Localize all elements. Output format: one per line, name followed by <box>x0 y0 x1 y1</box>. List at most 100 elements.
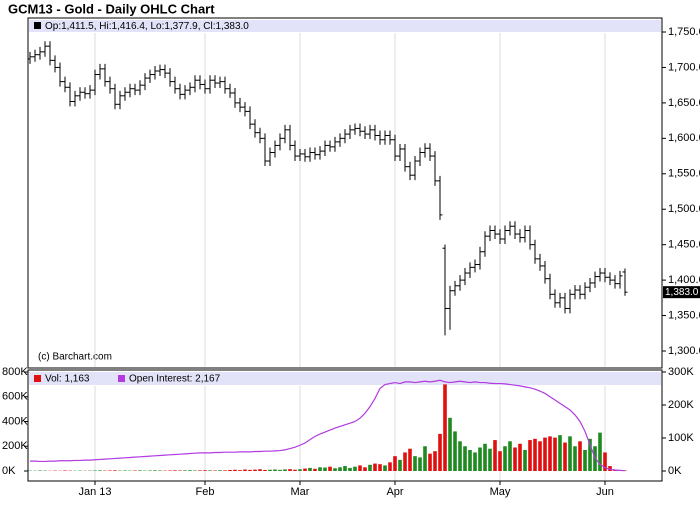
volume-legend: Vol: 1,163 <box>45 374 90 385</box>
volume-bar <box>98 470 102 471</box>
price-panel <box>27 17 663 369</box>
volume-bar <box>408 448 412 471</box>
y-tick-label: 1,300.0 <box>668 345 700 357</box>
y-tick-label: 1,550.0 <box>668 168 700 180</box>
x-tick-label: Jun <box>596 486 614 498</box>
volume-bar <box>433 451 437 471</box>
volume-bar <box>398 459 402 471</box>
volume-bar <box>518 443 522 471</box>
volume-bar <box>553 437 557 471</box>
volume-bar <box>253 469 257 471</box>
volume-bar <box>463 446 467 471</box>
volume-bar <box>343 466 347 471</box>
volume-bar <box>333 468 337 471</box>
y2-tick-label: 200K <box>668 399 694 411</box>
oi-legend-swatch <box>118 375 125 382</box>
y-tick-label: 600K <box>2 391 28 403</box>
y-tick-label: 1,350.0 <box>668 309 700 321</box>
volume-bar <box>243 469 247 471</box>
volume-bar <box>138 470 142 471</box>
volume-legend-swatch <box>34 375 41 382</box>
volume-bar <box>503 446 507 471</box>
y-tick-label: 400K <box>2 415 28 427</box>
y-tick-label: 200K <box>2 440 28 452</box>
volume-bar <box>173 470 177 471</box>
y2-tick-label: 300K <box>668 366 694 378</box>
volume-bar <box>583 449 587 471</box>
volume-bar <box>453 431 457 471</box>
volume-bar <box>303 468 307 471</box>
y-tick-label: 1,600.0 <box>668 132 700 144</box>
volume-bar <box>258 469 262 471</box>
volume-bar <box>608 466 612 471</box>
volume-bar <box>378 464 382 471</box>
volume-bar <box>238 470 242 471</box>
volume-bar <box>578 441 582 471</box>
volume-bar <box>203 470 207 471</box>
volume-legend-band <box>29 372 661 385</box>
volume-bar <box>373 463 377 471</box>
volume-bar <box>353 466 357 471</box>
volume-bar <box>573 446 577 471</box>
volume-bar <box>468 449 472 471</box>
price-legend: Op:1,411.5, Hi:1,416.4, Lo:1,377.9, Cl:1… <box>45 21 249 32</box>
volume-bar <box>413 456 417 471</box>
volume-bar <box>248 469 252 471</box>
volume-bar <box>368 464 372 471</box>
y-tick-label: 800K <box>2 366 28 378</box>
volume-bar <box>228 470 232 471</box>
volume-bar <box>543 437 547 471</box>
volume-bar <box>328 466 332 471</box>
volume-bar <box>198 470 202 471</box>
volume-bar <box>323 467 327 471</box>
volume-bar <box>388 462 392 471</box>
volume-bar <box>298 469 302 471</box>
volume-bar <box>498 451 502 471</box>
volume-bar <box>313 468 317 471</box>
volume-bar <box>458 441 462 471</box>
volume-bar <box>523 449 527 471</box>
volume-bar <box>383 465 387 471</box>
volume-bar <box>528 440 532 471</box>
volume-bar <box>188 470 192 471</box>
volume-bar <box>268 469 272 471</box>
y-tick-label: 1,750.0 <box>668 26 700 38</box>
volume-bar <box>348 467 352 471</box>
volume-bar <box>113 470 117 471</box>
price-legend-band <box>29 20 661 32</box>
volume-bar <box>598 432 602 471</box>
volume-bar <box>223 470 227 471</box>
y2-tick-label: 100K <box>668 432 694 444</box>
x-tick-label: Apr <box>386 486 403 498</box>
volume-bar <box>473 452 477 471</box>
volume-bar <box>533 438 537 471</box>
volume-bar <box>428 453 432 471</box>
volume-bar <box>153 470 157 471</box>
volume-bar <box>563 442 567 471</box>
y-tick-label: 1,500.0 <box>668 203 700 215</box>
volume-bar <box>588 438 592 471</box>
y-tick-label: 1,700.0 <box>668 61 700 73</box>
volume-bar <box>318 467 322 471</box>
x-tick-label: Feb <box>196 486 215 498</box>
volume-bar <box>558 435 562 471</box>
credit: (c) Barchart.com <box>38 352 112 363</box>
volume-bar <box>403 452 407 471</box>
oi-legend: Open Interest: 2,167 <box>129 374 221 385</box>
volume-bar <box>273 469 277 471</box>
volume-bar <box>308 467 312 471</box>
volume-bar <box>363 467 367 471</box>
volume-bar <box>438 433 442 471</box>
volume-bar <box>548 436 552 471</box>
x-tick-label: Mar <box>291 486 310 498</box>
volume-bar <box>358 465 362 471</box>
last-price-tag <box>663 286 700 299</box>
y2-tick-label: 0K <box>668 465 682 477</box>
volume-bar <box>208 470 212 471</box>
volume-bar <box>418 457 422 471</box>
x-tick-label: Jan 13 <box>78 486 111 498</box>
volume-bar <box>338 467 342 471</box>
volume-bar <box>283 469 287 471</box>
